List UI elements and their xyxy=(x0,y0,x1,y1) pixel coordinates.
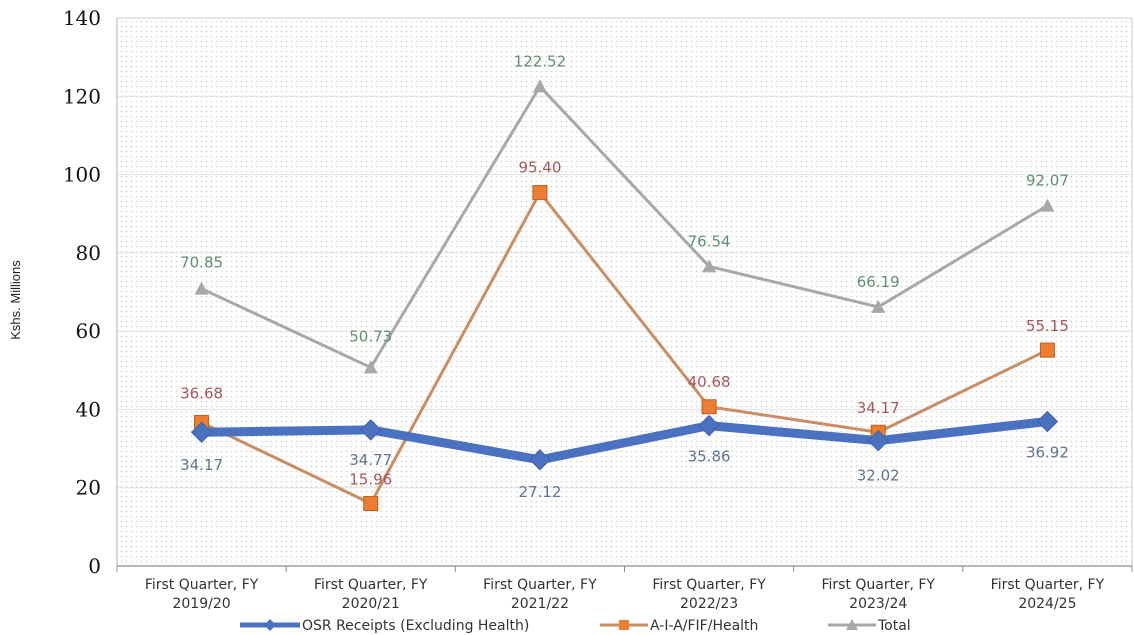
series-group xyxy=(190,79,1059,512)
y-tick-label: 80 xyxy=(76,241,101,265)
y-tick-label: 120 xyxy=(63,84,101,108)
x-tick-label: First Quarter, FY 2021/22 xyxy=(483,577,597,612)
y-tick-label: 40 xyxy=(76,397,101,421)
plot-area xyxy=(116,17,1133,567)
legend-marker xyxy=(264,619,276,631)
data-label: 34.77 xyxy=(349,451,392,469)
data-label: 34.17 xyxy=(857,399,900,417)
data-point xyxy=(532,79,547,93)
legend-item: OSR Receipts (Excluding Health) xyxy=(240,618,529,634)
legend-marker xyxy=(846,619,858,630)
series-line xyxy=(197,416,1052,465)
data-label: 50.73 xyxy=(349,327,392,345)
legend: OSR Receipts (Excluding Health) A-I-A/FIF… xyxy=(240,618,911,634)
data-label: 34.17 xyxy=(180,456,223,474)
data-label: 15.96 xyxy=(349,471,392,489)
data-point xyxy=(867,429,889,452)
y-tick-label: 20 xyxy=(76,476,101,500)
data-point xyxy=(1036,410,1059,433)
x-axis-ticks: First Quarter, FY 2019/20 First Quarter, F… xyxy=(116,566,1133,612)
legend-label: OSR Receipts (Excluding Health) xyxy=(302,618,529,634)
data-point xyxy=(871,299,886,313)
legend-item: Total xyxy=(828,618,911,634)
series-line xyxy=(200,84,1049,369)
data-point xyxy=(529,449,551,471)
data-point xyxy=(363,496,379,512)
x-tick-label: First Quarter, FY 2020/21 xyxy=(314,577,428,612)
data-point xyxy=(532,185,548,201)
data-label: 35.86 xyxy=(688,448,731,466)
data-point xyxy=(194,281,209,295)
data-point xyxy=(701,399,717,415)
data-label: 40.68 xyxy=(688,373,731,391)
x-tick-label: First Quarter, FY 2019/20 xyxy=(145,577,259,612)
data-point xyxy=(1039,342,1055,358)
legend-marker xyxy=(619,620,629,630)
data-point xyxy=(1040,198,1055,212)
data-label: 36.68 xyxy=(180,384,223,402)
data-label: 55.15 xyxy=(1026,317,1069,335)
x-tick-label: First Quarter, FY 2024/25 xyxy=(991,577,1105,612)
data-labels: 34.17 34.77 27.12 35.86 32.02 36.92 36.68 15.96… xyxy=(180,52,1069,500)
data-point xyxy=(698,414,720,437)
series-line xyxy=(200,191,1049,506)
data-point xyxy=(702,259,717,273)
data-label: 122.52 xyxy=(514,52,567,70)
y-axis-ticks: 0 20 40 60 80 100 120 140 xyxy=(63,6,101,578)
y-tick-label: 140 xyxy=(63,6,101,30)
x-tick-label: First Quarter, FY 2023/24 xyxy=(821,577,935,612)
x-tick-label: First Quarter, FY 2022/23 xyxy=(652,577,766,612)
legend-label: Total xyxy=(877,618,911,634)
data-label: 95.40 xyxy=(518,159,561,177)
y-tick-label: 100 xyxy=(63,163,101,187)
y-tick-label: 60 xyxy=(76,319,101,343)
data-label: 76.54 xyxy=(688,232,731,250)
data-label: 32.02 xyxy=(857,467,900,485)
data-point xyxy=(360,419,382,441)
data-label: 92.07 xyxy=(1026,172,1069,190)
data-label: 27.12 xyxy=(518,483,561,501)
data-label: 66.19 xyxy=(857,273,900,291)
y-axis-label: Kshs. Millions xyxy=(8,260,23,340)
data-label: 36.92 xyxy=(1026,443,1069,461)
data-point xyxy=(363,360,378,374)
data-label: 70.85 xyxy=(180,254,223,272)
y-tick-label: 0 xyxy=(88,554,101,578)
legend-label: A-I-A/FIF/Health xyxy=(650,618,758,634)
data-point xyxy=(190,421,213,443)
legend-item: A-I-A/FIF/Health xyxy=(600,618,758,634)
